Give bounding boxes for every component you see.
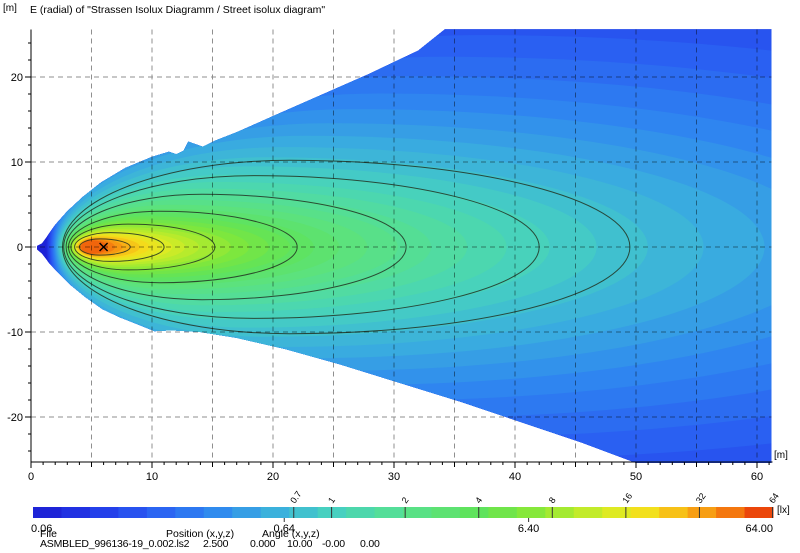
colorbar-segment [33,507,62,518]
colorbar-level-label: 16 [620,491,634,505]
contour-line-16lx [74,232,165,262]
angle-label: Angle (x,y,z) [262,528,320,540]
colorbar-level-label: 2 [400,495,411,505]
chart-title: E (radial) of "Strassen Isolux Diagramm … [30,4,326,16]
x-tick-label: 60 [751,471,763,483]
file-name: ASMBLED_996136-19_0.002.ls2 [40,538,190,550]
colorbar-segment [744,507,774,518]
colorbar-segment [175,507,205,518]
colorbar-level-label: 64 [767,491,781,505]
x-tick-label: 50 [630,471,642,483]
y-tick-label: 0 [17,242,23,254]
colorbar-segment [488,507,518,518]
x-tick-label: 30 [388,471,400,483]
position-value-x: 2.500 [203,538,229,550]
x-tick-label: 10 [146,471,158,483]
colorbar-level-label: 1 [326,495,337,505]
colorbar-bottom-label: 6.40 [518,523,539,535]
colorbar-segment [346,507,376,518]
colorbar-segment [260,507,290,518]
colorbar-segment [687,507,717,518]
colorbar-bottom-label: 64.00 [745,523,773,535]
colorbar-segment [630,507,660,518]
colorbar-level-label: 8 [547,495,558,505]
contour-line-2lx [65,193,407,301]
colorbar-level-label: 4 [473,495,484,505]
colorbar-segment [118,507,148,518]
y-tick-label: 10 [11,157,23,169]
luminaire-marker [99,242,109,252]
colorbar-bottom-label: 0.06 [31,523,52,535]
y-axis-unit-label: [m] [3,3,17,14]
colorbar-segment [403,507,432,518]
colorbar: 0.7 1 2 4 8 16 32 64 0.06 0.64 6.40 64.00 [31,489,781,535]
file-label: File [40,528,57,540]
colorbar-segment [602,507,632,518]
colorbar-segment [459,507,489,518]
axes: 0 10 20 30 40 50 60 20 10 0 -10 -20 [7,29,773,483]
beam-fill-bands [37,29,772,463]
colorbar-bottom-label: 0.64 [274,523,295,535]
y-tick-label: -10 [7,327,23,339]
angle-value-y: 0.00 [360,538,380,550]
x-axis-unit-label: [m] [774,450,788,461]
position-value-z: 10.00 [287,538,313,550]
y-tick-label: -20 [7,412,23,424]
colorbar-unit-label: [lx] [777,505,790,516]
position-label: Position (x,y,z) [166,528,235,540]
colorbar-segment [289,507,319,518]
colorbar-segment [716,507,746,518]
position-value-y: 0.000 [250,538,276,550]
colorbar-segment [659,507,689,518]
colorbar-segment [573,507,603,518]
colorbar-segment [431,507,461,518]
contour-line-4lx [67,210,298,284]
colorbar-level-label: 0.7 [288,489,303,505]
colorbar-segment [89,507,119,518]
colorbar-segment [232,507,262,518]
colorbar-segment [545,507,575,518]
y-tick-label: 20 [11,72,23,84]
colorbar-segment [203,507,233,518]
colorbar-segment [146,507,176,518]
colorbar-segment [516,507,546,518]
angle-value-x: -0.00 [322,538,345,550]
x-tick-label: 40 [509,471,521,483]
colorbar-segment [374,507,404,518]
colorbar-segment [61,507,91,518]
x-tick-label: 20 [267,471,279,483]
source-marker-cross [99,242,109,252]
gridlines [31,29,772,462]
x-tick-label: 0 [28,471,34,483]
colorbar-level-label: 32 [694,491,708,505]
